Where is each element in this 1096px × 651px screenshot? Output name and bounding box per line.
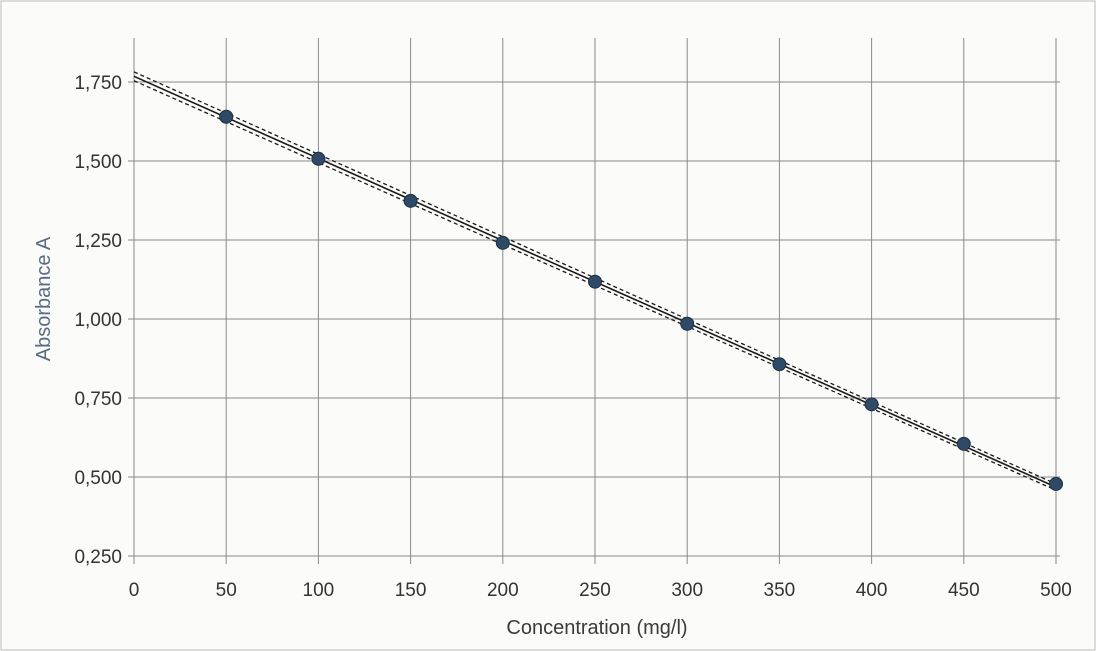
grid xyxy=(128,38,1060,564)
x-tick-label: 350 xyxy=(764,580,796,601)
x-tick-label: 150 xyxy=(395,580,427,601)
x-tick-label: 100 xyxy=(303,580,335,601)
y-tick-label: 0,500 xyxy=(74,468,122,489)
data-point xyxy=(864,397,879,412)
data-point xyxy=(219,109,234,124)
data-point xyxy=(311,151,326,166)
x-tick-label: 50 xyxy=(216,580,237,601)
x-axis-title: Concentration (mg/l) xyxy=(506,617,687,639)
x-tick-label: 0 xyxy=(129,580,140,601)
y-tick-label: 1,000 xyxy=(74,310,122,331)
data-point xyxy=(588,274,602,289)
x-tick-label: 450 xyxy=(948,580,980,601)
x-tick-label: 250 xyxy=(579,580,611,601)
y-axis-title: Absorbance A xyxy=(33,236,55,361)
y-tick-label: 1,250 xyxy=(74,231,122,252)
data-point xyxy=(403,193,418,208)
x-axis-ticks: 0 50 100 150 200 250 300 350 400 450 500 xyxy=(129,580,1072,601)
y-tick-label: 1,750 xyxy=(74,73,122,94)
data-point xyxy=(495,235,510,250)
y-tick-label: 0,250 xyxy=(74,547,122,568)
x-tick-label: 200 xyxy=(487,580,519,601)
data-points xyxy=(219,109,1063,491)
y-axis-ticks: 0,250 0,500 0,750 1,000 1,250 1,500 1,750 xyxy=(74,73,122,568)
x-tick-label: 300 xyxy=(671,580,703,601)
data-point xyxy=(1049,476,1063,491)
x-tick-label: 500 xyxy=(1040,580,1072,601)
data-point xyxy=(680,316,695,331)
data-point xyxy=(956,436,971,451)
data-point xyxy=(772,357,787,372)
y-tick-label: 0,750 xyxy=(74,389,122,410)
x-tick-label: 400 xyxy=(856,580,888,601)
y-tick-label: 1,500 xyxy=(74,152,122,173)
